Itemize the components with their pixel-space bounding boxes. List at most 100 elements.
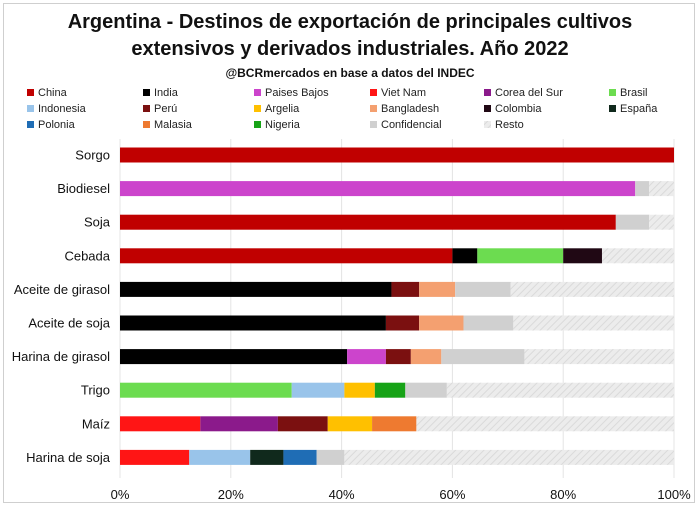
bar-segment-aceite-de-girasol-india xyxy=(120,281,392,297)
bar-segment-aceite-de-girasol-bangladesh xyxy=(419,281,456,297)
bar-segment-biodiesel-paises-bajos xyxy=(120,181,636,197)
x-axis-ticks: 0% 20% 40% 60% 80% 100% xyxy=(111,487,691,502)
legend-label-peru: Perú xyxy=(154,103,177,115)
legend-swatch-indonesia xyxy=(27,105,34,112)
legend-label-corea-del-sur: Corea del Sur xyxy=(495,87,563,99)
category-labels: Sorgo Biodiesel Soja Cebada Aceite de giraso… xyxy=(12,148,111,465)
legend-item-espana: España xyxy=(609,103,658,115)
bar-segment-maiz-malasia xyxy=(372,416,417,432)
legend-label-paises-bajos: Paises Bajos xyxy=(265,87,329,99)
legend-swatch-viet-nam xyxy=(370,89,377,96)
legend-item-confidencial: Confidencial xyxy=(370,119,442,131)
legend-swatch-brasil xyxy=(609,89,616,96)
x-tick-label-20: 20% xyxy=(218,487,244,502)
bar-segment-aceite-de-soja-resto xyxy=(513,315,674,331)
legend-item-argelia: Argelia xyxy=(254,103,300,115)
bar-segment-harina-de-girasol-confidencial xyxy=(441,349,525,365)
legend-item-resto: Resto xyxy=(484,119,524,131)
bar-segment-cebada-china xyxy=(120,248,453,264)
bar-segment-harina-de-soja-indonesia xyxy=(189,449,251,465)
category-label-aceite-de-soja: Aceite de soja xyxy=(28,316,110,331)
bar-segment-aceite-de-girasol-resto xyxy=(510,281,674,297)
legend-swatch-peru xyxy=(143,105,150,112)
chart-title-line-2: extensivos y derivados industriales. Año… xyxy=(131,38,569,60)
bar-segment-biodiesel-resto xyxy=(649,181,674,197)
bar-segment-aceite-de-soja-india xyxy=(120,315,386,331)
bar-row-trigo xyxy=(120,382,674,398)
legend-label-china: China xyxy=(38,87,68,99)
bar-segment-trigo-brasil xyxy=(120,382,292,398)
legend-label-espana: España xyxy=(620,103,658,115)
bar-segment-aceite-de-girasol-confidencial xyxy=(455,281,511,297)
legend-item-indonesia: Indonesia xyxy=(27,103,87,115)
legend-label-resto: Resto xyxy=(495,119,524,131)
bar-segment-trigo-nigeria xyxy=(374,382,406,398)
bar-segment-cebada-colombia xyxy=(563,248,602,264)
bar-row-aceite-de-girasol xyxy=(120,281,674,297)
bar-segment-harina-de-soja-espana xyxy=(250,449,284,465)
bar-segment-soja-china xyxy=(120,214,616,230)
x-tick-label-40: 40% xyxy=(329,487,355,502)
category-label-soja: Soja xyxy=(84,215,111,230)
legend: China India Paises Bajos Viet Nam Corea del … xyxy=(27,87,658,131)
category-label-trigo: Trigo xyxy=(81,383,110,398)
bar-segment-aceite-de-soja-peru xyxy=(385,315,420,331)
legend-swatch-colombia xyxy=(484,105,491,112)
bar-segment-cebada-india xyxy=(452,248,478,264)
x-tick-label-80: 80% xyxy=(550,487,576,502)
x-tick-label-60: 60% xyxy=(439,487,465,502)
bar-row-harina-de-girasol xyxy=(120,349,674,365)
legend-item-viet-nam: Viet Nam xyxy=(370,87,426,99)
bar-segment-harina-de-girasol-peru xyxy=(385,349,411,365)
legend-swatch-china xyxy=(27,89,34,96)
legend-swatch-bangladesh xyxy=(370,105,377,112)
legend-item-india: India xyxy=(143,87,179,99)
bar-segment-soja-resto xyxy=(649,214,674,230)
legend-item-paises-bajos: Paises Bajos xyxy=(254,87,329,99)
bar-segment-harina-de-girasol-bangladesh xyxy=(410,349,442,365)
category-label-cebada: Cebada xyxy=(64,248,110,263)
bar-row-biodiesel xyxy=(120,181,674,197)
bar-segment-harina-de-soja-viet-nam xyxy=(120,449,190,465)
legend-item-malasia: Malasia xyxy=(143,119,193,131)
bar-segment-trigo-resto xyxy=(446,382,674,398)
bar-segment-biodiesel-confidencial xyxy=(635,181,650,197)
legend-item-corea-del-sur: Corea del Sur xyxy=(484,87,563,99)
bar-segment-maiz-corea-del-sur xyxy=(200,416,278,432)
bar-row-sorgo xyxy=(120,147,674,163)
legend-item-brasil: Brasil xyxy=(609,87,648,99)
legend-label-malasia: Malasia xyxy=(154,119,193,131)
bar-segment-harina-de-girasol-india xyxy=(120,349,348,365)
legend-item-bangladesh: Bangladesh xyxy=(370,103,439,115)
bar-row-maiz xyxy=(120,416,674,432)
legend-swatch-polonia xyxy=(27,121,34,128)
category-label-aceite-de-girasol: Aceite de girasol xyxy=(14,282,110,297)
legend-label-bangladesh: Bangladesh xyxy=(381,103,439,115)
bars xyxy=(120,147,674,465)
category-label-sorgo: Sorgo xyxy=(75,148,110,163)
bar-segment-harina-de-soja-polonia xyxy=(283,449,317,465)
bar-segment-cebada-resto xyxy=(601,248,674,264)
legend-item-nigeria: Nigeria xyxy=(254,119,301,131)
category-label-harina-de-girasol: Harina de girasol xyxy=(12,349,110,364)
chart-title-line-1: Argentina - Destinos de exportación de p… xyxy=(67,11,633,33)
category-label-maiz: Maíz xyxy=(82,416,110,431)
bar-segment-maiz-resto xyxy=(416,416,674,432)
bar-row-soja xyxy=(120,214,674,230)
legend-swatch-espana xyxy=(609,105,616,112)
legend-item-china: China xyxy=(27,87,68,99)
legend-swatch-malasia xyxy=(143,121,150,128)
legend-label-nigeria: Nigeria xyxy=(265,119,301,131)
bar-segment-maiz-peru xyxy=(277,416,328,432)
legend-item-colombia: Colombia xyxy=(484,103,542,115)
bar-segment-trigo-indonesia xyxy=(291,382,345,398)
bar-segment-aceite-de-soja-confidencial xyxy=(463,315,514,331)
bar-segment-maiz-argelia xyxy=(327,416,373,432)
legend-swatch-confidencial xyxy=(370,121,377,128)
x-tick-label-0: 0% xyxy=(111,487,130,502)
legend-swatch-argelia xyxy=(254,105,261,112)
legend-item-peru: Perú xyxy=(143,103,177,115)
bar-row-cebada xyxy=(120,248,674,264)
bar-row-harina-de-soja xyxy=(120,449,674,465)
